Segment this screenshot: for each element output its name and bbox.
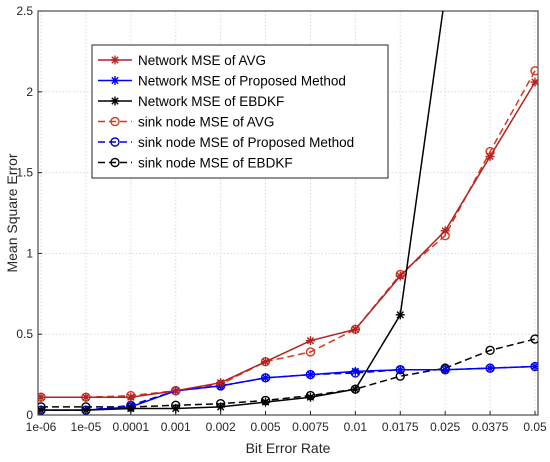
y-tick-label: 1.5 (16, 166, 33, 180)
legend-marker (110, 76, 120, 85)
legend-label: sink node MSE of Proposed Method (138, 135, 354, 150)
legend-entry: Network MSE of AVG (98, 53, 266, 68)
legend-label: Network MSE of AVG (138, 53, 266, 68)
data-point (485, 345, 495, 356)
legend: Network MSE of AVG Network MSE of Propose… (91, 44, 389, 179)
legend-entry: sink node MSE of EBDKF (98, 156, 293, 171)
data-point (38, 405, 46, 415)
legend-entry: Network MSE of EBDKF (98, 94, 284, 109)
data-point (261, 357, 271, 367)
x-tick-label: 1e-05 (71, 420, 102, 434)
data-point (530, 77, 538, 87)
data-point (261, 397, 271, 407)
data-point (350, 324, 360, 334)
data-point (305, 336, 315, 346)
data-point (81, 392, 91, 402)
data-point (126, 392, 136, 402)
data-point (395, 365, 405, 375)
x-tick-label: 1e-06 (26, 420, 57, 434)
series-layer (38, 11, 538, 415)
x-tick-label: 0.01 (344, 420, 368, 434)
legend-marker (110, 157, 120, 168)
series-line (41, 11, 444, 411)
y-tick-label: 2 (26, 85, 33, 99)
x-tick-label: 0.0075 (292, 420, 329, 434)
y-tick-label: 0.5 (16, 327, 33, 341)
legend-entry: sink node MSE of AVG (98, 115, 274, 130)
legend-marker (110, 116, 120, 127)
x-tick-label: 0.0375 (472, 420, 509, 434)
x-tick-label: 0.0001 (112, 420, 149, 434)
y-tick-label: 2.5 (16, 4, 33, 18)
data-point (261, 373, 271, 383)
data-point (395, 271, 405, 281)
data-point (171, 386, 181, 396)
data-point (305, 392, 315, 402)
legend-marker (110, 96, 120, 106)
data-point (305, 370, 315, 380)
data-point (530, 362, 538, 372)
data-point (216, 402, 226, 412)
y-axis-title: Mean Square Error (4, 153, 20, 272)
legend-marker (110, 137, 120, 147)
data-point (350, 366, 360, 376)
series-line (41, 70, 536, 398)
data-point (530, 334, 538, 344)
x-tick-label: 0.025 (430, 420, 460, 434)
x-tick-label: 0.005 (251, 420, 281, 434)
legend-label: sink node MSE of EBDKF (138, 156, 293, 171)
data-point (305, 347, 316, 357)
data-point (485, 151, 495, 161)
legend-marker (110, 55, 120, 65)
data-point (440, 365, 450, 375)
y-tick-label: 1 (26, 246, 33, 260)
legend-box (91, 44, 389, 179)
x-tick-label: 0.001 (161, 420, 191, 434)
data-point (485, 363, 495, 373)
data-point (126, 404, 136, 414)
legend-entry: sink node MSE of Proposed Method (98, 135, 354, 150)
data-point (350, 384, 360, 394)
legend-label: sink node MSE of AVG (138, 115, 274, 130)
data-point (530, 66, 538, 76)
data-point (81, 405, 91, 415)
data-point (395, 310, 405, 320)
data-point (216, 378, 226, 388)
legend-label: Network MSE of Proposed Method (138, 74, 346, 89)
series-line (41, 365, 536, 411)
data-point (38, 392, 46, 402)
plot-frame (37, 10, 539, 416)
series-1 (38, 77, 538, 402)
y-tick-label: 0 (26, 408, 33, 422)
series-line (41, 365, 536, 411)
tick-labels: 1e-06 1e-05 0.0001 0.001 0.002 0.005 0.0075 0.0… (16, 4, 547, 434)
x-tick-label: 0.05 (523, 420, 547, 434)
x-axis-title: Bit Error Rate (246, 440, 331, 456)
x-tick-label: 0.002 (206, 420, 236, 434)
legend-label: Network MSE of EBDKF (138, 94, 284, 109)
data-point (440, 226, 450, 236)
series-3 (38, 11, 444, 415)
series-line (41, 81, 536, 398)
legend-entry: Network MSE of Proposed Method (98, 74, 346, 89)
x-tick-label: 0.0175 (382, 420, 419, 434)
